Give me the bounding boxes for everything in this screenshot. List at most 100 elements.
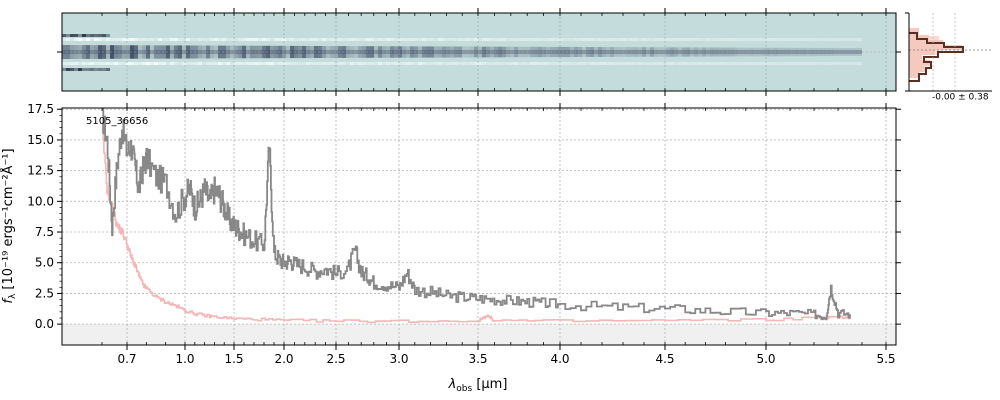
x-tick-labels: 0.7 1.0 1.5 2.0 2.5 3.0 3.5 4.0 4.5 5.0 5.5 — [117, 352, 895, 366]
spectrum-2d-trace-strip — [538, 38, 542, 41]
y-tick-label: 7.5 — [35, 225, 54, 239]
spectrum-2d-trace-strip — [622, 38, 626, 41]
spectrum-2d-trace-strip — [222, 62, 226, 65]
spectrum-2d-trace-strip — [290, 62, 294, 65]
spectrum-2d-trace-strip — [618, 62, 622, 65]
spectrum-2d-trace-strip — [82, 34, 86, 37]
spectrum-2d-trace-strip — [746, 62, 750, 65]
spectrum-2d-trace-strip — [818, 38, 822, 41]
spectrum-2d-trace-strip — [626, 62, 630, 65]
spectrum-2d-trace-strip — [74, 34, 78, 37]
spectrum-2d-trace-strip — [482, 38, 486, 41]
spectrum-2d-trace-strip — [322, 38, 326, 41]
spectrum-2d-trace-strip — [330, 38, 334, 41]
spectrum-2d-trace-strip — [690, 38, 694, 41]
spectrum-2d-trace-strip — [434, 38, 438, 41]
spectrum-2d-trace-strip — [726, 62, 730, 65]
spectrum-2d-trace-strip — [666, 38, 670, 41]
spectrum-2d-trace-strip — [170, 38, 174, 41]
spectrum-2d-trace-strip — [426, 38, 430, 41]
spectrum-2d-trace-strip — [318, 62, 322, 65]
spectrum-2d-trace-strip — [822, 62, 826, 65]
spectrum-2d-trace-strip — [590, 62, 594, 65]
spectrum-2d-trace-strip — [714, 38, 718, 41]
spectrum-2d-trace-strip — [778, 62, 782, 65]
spectrum-2d-trace-strip — [274, 62, 278, 65]
spectrum-2d-trace-strip — [770, 62, 774, 65]
spectrum-2d-trace-strip — [382, 38, 386, 41]
spectrum-2d-trace-strip — [122, 38, 126, 41]
spectrum-2d-trace-strip — [734, 62, 738, 65]
spectrum-2d-trace-strip — [666, 62, 670, 65]
spectrum-2d-trace-strip — [550, 38, 554, 41]
spectrum-2d-trace-strip — [306, 62, 310, 65]
spectrum-2d-trace-strip — [82, 68, 86, 71]
spectrum-2d-trace-strip — [410, 62, 414, 65]
histogram-line — [909, 32, 964, 82]
spectrum-2d-trace-strip — [266, 62, 270, 65]
spectrum-2d-trace-strip — [278, 62, 282, 65]
spectrum-2d-trace-strip — [162, 38, 166, 41]
spectrum-2d-trace-strip — [102, 68, 106, 71]
spectrum-2d-trace-strip — [846, 62, 850, 65]
spectrum-2d-trace-strip — [250, 38, 254, 41]
flux-spectrum-line — [102, 108, 851, 321]
spectrum-2d-trace-strip — [566, 62, 570, 65]
spectrum-2d-trace-strip — [810, 38, 814, 41]
spectrum-2d-trace-strip — [762, 62, 766, 65]
spectrum-2d-trace-strip — [382, 62, 386, 65]
spectrum-2d-trace-strip — [426, 62, 430, 65]
spectrum-2d-trace-strip — [194, 62, 198, 65]
spectrum-2d-trace-strip — [214, 62, 218, 65]
spectrum-2d-trace-strip — [814, 38, 818, 41]
spectrum-2d-trace-strip — [522, 38, 526, 41]
spectrum-2d-trace-strip — [478, 38, 482, 41]
spectrum-2d-trace-strip — [386, 38, 390, 41]
spectrum-2d-trace-strip — [66, 68, 70, 71]
spectrum-2d-trace-strip — [858, 62, 862, 65]
spectrum-2d-trace-strip — [598, 62, 602, 65]
spectrum-2d-trace-strip — [434, 62, 438, 65]
spectrum-2d-trace-strip — [314, 62, 318, 65]
spectrum-2d-trace-strip — [270, 38, 274, 41]
spectrum-2d-trace-strip — [770, 38, 774, 41]
spectrum-2d-trace-strip — [758, 62, 762, 65]
spectrum-2d-trace-strip — [374, 38, 378, 41]
spectrum-2d-trace-strip — [822, 38, 826, 41]
spectrum-2d-trace-strip — [798, 62, 802, 65]
spectrum-2d-trace-strip — [214, 38, 218, 41]
y-tick-label: 2.5 — [35, 286, 54, 300]
spectrum-2d-trace-strip — [286, 38, 290, 41]
spectrum-2d-trace-strip — [810, 62, 814, 65]
spectrum-2d-trace-strip — [766, 38, 770, 41]
spectrum-2d-trace-strip — [742, 38, 746, 41]
spectrum-2d-trace-strip — [542, 62, 546, 65]
spectrum-2d-trace-strip — [442, 38, 446, 41]
spectrum-2d-trace-strip — [606, 62, 610, 65]
spectrum-2d-trace-strip — [310, 38, 314, 41]
spectrum-2d-trace-strip — [782, 38, 786, 41]
spectrum-2d-trace-strip — [578, 38, 582, 41]
spectrum-2d-trace-strip — [586, 62, 590, 65]
spectrum-2d-trace-strip — [150, 38, 154, 41]
spectrum-2d-trace-strip — [282, 38, 286, 41]
spectrum-2d-trace-strip — [610, 62, 614, 65]
spectrum-2d-trace-strip — [198, 62, 202, 65]
spectrum-2d-trace-strip — [134, 62, 138, 65]
spectrum-2d-trace-strip — [182, 38, 186, 41]
spectrum-2d-trace-strip — [350, 38, 354, 41]
spectrum-2d-trace-strip — [394, 62, 398, 65]
spectrum-2d-trace-strip — [338, 62, 342, 65]
spectrum-2d-trace-strip — [498, 62, 502, 65]
spectrum-2d-trace-strip — [546, 62, 550, 65]
y-tick-label: 5.0 — [35, 256, 54, 270]
spectrum-2d-trace-strip — [190, 38, 194, 41]
spectrum-2d-trace-strip — [610, 38, 614, 41]
x-tick-label: 4.0 — [550, 352, 569, 366]
spectrum-2d-trace-strip — [166, 38, 170, 41]
spectrum-2d-trace-strip — [406, 38, 410, 41]
spectrum-2d-trace-strip — [474, 62, 478, 65]
spectrum-2d-trace-strip — [70, 38, 74, 41]
x-tick-label: 1.0 — [175, 352, 194, 366]
spectrum-2d-trace-strip — [242, 38, 246, 41]
